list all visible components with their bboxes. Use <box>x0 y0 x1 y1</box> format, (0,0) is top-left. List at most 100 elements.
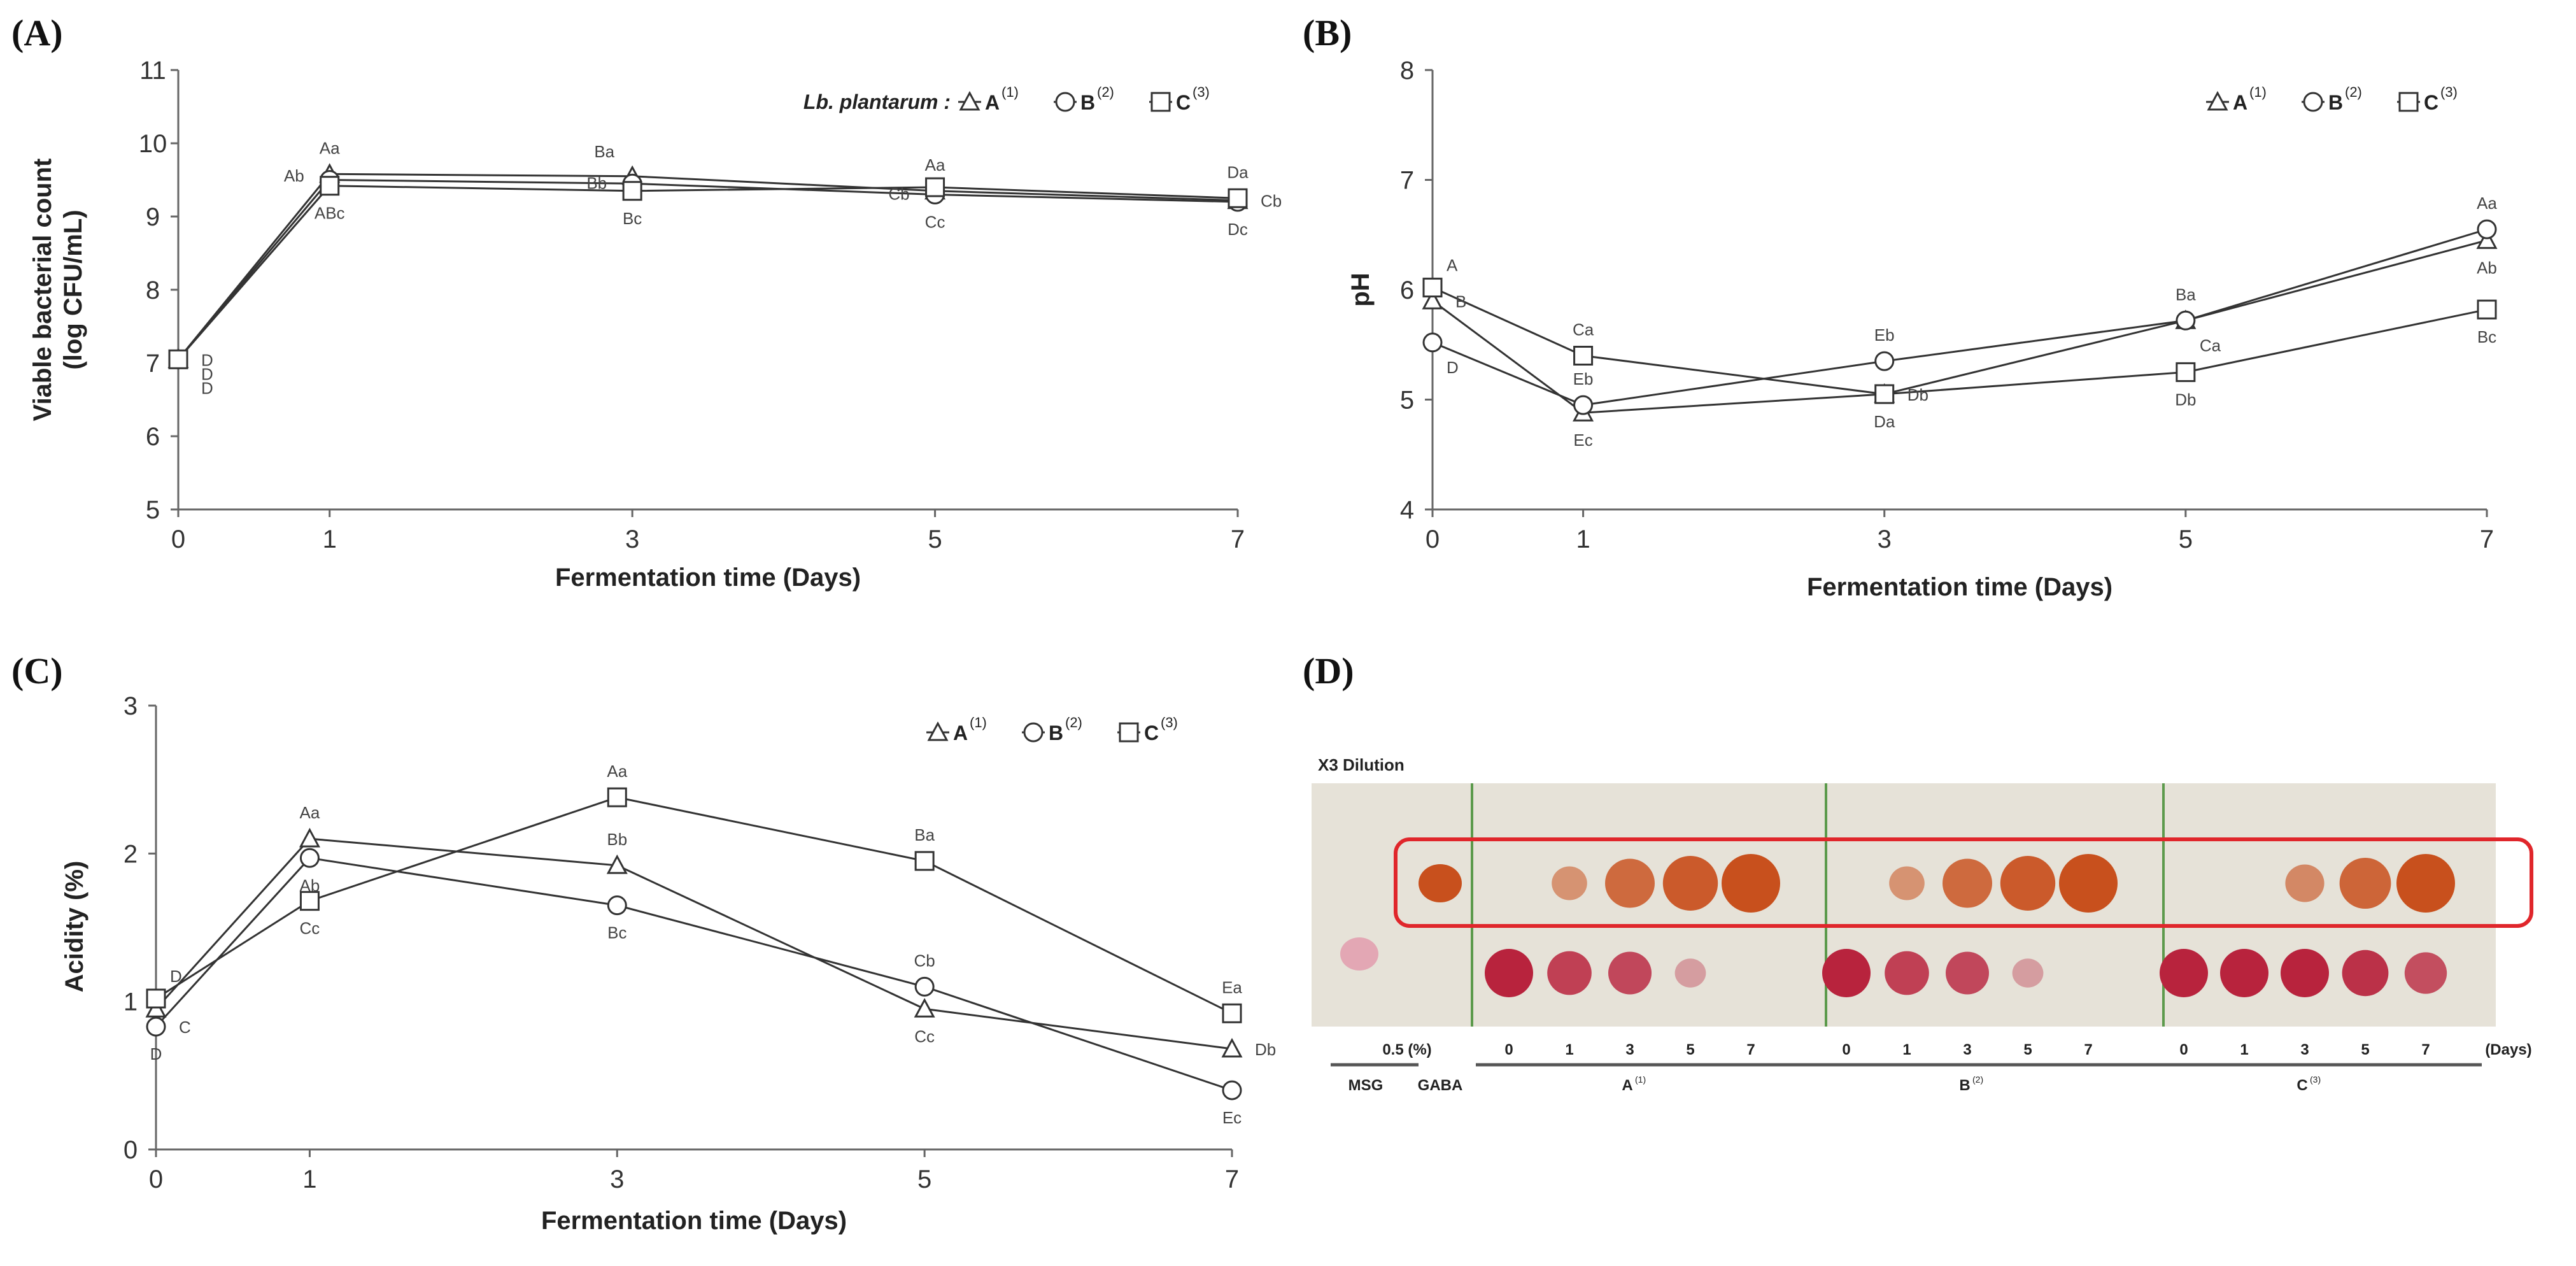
significance-label: D <box>201 364 213 383</box>
y-tick-label: 8 <box>1400 57 1414 85</box>
significance-label: Ab <box>300 876 320 895</box>
legend-label-a: A <box>2233 91 2247 114</box>
tlc-title: X3 Dilution <box>1318 755 1405 774</box>
y-tick-label: 6 <box>1400 276 1414 304</box>
group-superscript: (2) <box>1972 1074 1983 1085</box>
group-superscript: (3) <box>2310 1074 2321 1085</box>
significance-label: ABc <box>315 204 345 223</box>
legend-superscript: (2) <box>1097 84 1114 100</box>
significance-label: Ea <box>1222 978 1242 997</box>
x-tick-label: 0 <box>149 1165 163 1193</box>
y-tick-label: 1 <box>124 988 138 1016</box>
data-point-c <box>925 177 945 197</box>
legend: Lb. plantarum : A (1) B (2) C (3) <box>803 84 1210 114</box>
gaba-spot <box>2396 854 2455 913</box>
data-point-b <box>2176 310 2196 331</box>
y-tick-label: 4 <box>1400 496 1414 524</box>
msg-spot <box>2404 952 2447 994</box>
group-label-b: B <box>1959 1077 1970 1094</box>
data-point-c <box>1573 346 1594 366</box>
y-tick-label: 9 <box>146 203 160 231</box>
gaba-spot <box>1662 856 1718 911</box>
msg-spot <box>2160 949 2208 997</box>
day-label: 5 <box>1686 1041 1694 1058</box>
group-label-c: C <box>2296 1077 2307 1094</box>
day-label: 0 <box>2179 1041 2188 1058</box>
panel-letter-c: (C) <box>11 650 63 692</box>
significance-label: Cb <box>1261 192 1282 211</box>
chart-c: 0 1 2 3 0 1 3 5 7 Fermentation time (Days) Acidity… <box>60 692 1276 1235</box>
data-point-b <box>2477 219 2497 239</box>
x-tick-label: 5 <box>917 1165 931 1193</box>
msg-spot <box>1674 958 1706 988</box>
legend-marker-a <box>927 721 949 741</box>
msg-spot <box>1608 951 1652 995</box>
data-point-b <box>1874 351 1895 371</box>
x-tick-label: 0 <box>171 525 185 553</box>
significance-label: Ab <box>284 166 304 185</box>
legend-marker-c <box>2398 92 2419 112</box>
msg-spot <box>1822 949 1871 997</box>
data-point-c <box>299 891 320 911</box>
legend-marker-a <box>959 90 980 111</box>
significance-label: C <box>179 1018 191 1037</box>
day-label: 1 <box>2240 1041 2248 1058</box>
significance-label: Cb <box>914 951 935 970</box>
day-label: 1 <box>1902 1041 1911 1058</box>
significance-label: Ec <box>1573 430 1592 450</box>
x-tick-label: 5 <box>2179 525 2193 553</box>
legend-superscript: (2) <box>1065 715 1082 730</box>
legend-marker-b <box>1055 92 1075 112</box>
panel-letter-b: (B) <box>1303 12 1352 53</box>
gaba-highlight-box <box>1394 837 2533 928</box>
x-tick-label: 7 <box>2480 525 2494 553</box>
data-point-b <box>1573 395 1594 415</box>
legend: A (1) B (2) C (3) <box>2206 84 2458 114</box>
significance-label: Aa <box>925 155 945 174</box>
data-point-b <box>146 1016 166 1037</box>
x-tick-label: 3 <box>625 525 639 553</box>
chart-a: 5 6 7 8 9 10 11 0 1 3 5 7 Fermentation time (Days) Vi… <box>29 57 1282 592</box>
significance-label: Da <box>1874 412 1895 431</box>
day-label: 5 <box>2361 1041 2369 1058</box>
panel-letter-d: (D) <box>1303 650 1354 692</box>
legend-label-a: A <box>985 91 1000 114</box>
day-label: 7 <box>1746 1041 1755 1058</box>
legend-superscript: (1) <box>2249 84 2267 100</box>
data-point-b <box>1422 332 1443 353</box>
concentration-label: 0.5 (%) <box>1382 1041 1431 1058</box>
group-superscript: (1) <box>1635 1074 1646 1085</box>
y-tick-label: 8 <box>146 276 160 304</box>
gaba-spot <box>2000 856 2056 911</box>
significance-label: Cb <box>888 185 909 204</box>
y-tick-label: 7 <box>1400 167 1414 195</box>
x-tick-label: 0 <box>1426 525 1440 553</box>
legend-superscript: (2) <box>2345 84 2362 100</box>
gaba-spot <box>1552 866 1587 900</box>
day-label: 0 <box>1842 1041 1850 1058</box>
legend-marker-c <box>1150 92 1171 112</box>
day-label: 7 <box>2084 1041 2092 1058</box>
day-label: 1 <box>1565 1041 1573 1058</box>
y-tick-label: 6 <box>146 423 160 451</box>
data-point-c <box>146 988 166 1009</box>
day-label: 7 <box>2421 1041 2430 1058</box>
legend-superscript: (3) <box>1192 84 1210 100</box>
significance-label: Aa <box>300 803 320 822</box>
legend-marker-b <box>1023 722 1044 743</box>
significance-label: Eb <box>1874 325 1895 345</box>
significance-label: Db <box>1907 385 1928 404</box>
msg-standard-spot <box>1340 937 1378 971</box>
data-point-b <box>914 976 935 997</box>
significance-label: Da <box>1227 162 1249 181</box>
legend-label-c: C <box>1144 722 1159 744</box>
msg-spot <box>2012 958 2044 988</box>
data-point-c <box>1422 278 1443 298</box>
y-tick-label: 5 <box>146 496 160 524</box>
data-point-c <box>2176 362 2196 382</box>
data-point-c <box>607 787 627 807</box>
data-point-b <box>1222 1080 1242 1100</box>
series-line-a <box>177 173 1238 360</box>
msg-spot <box>1547 951 1592 995</box>
